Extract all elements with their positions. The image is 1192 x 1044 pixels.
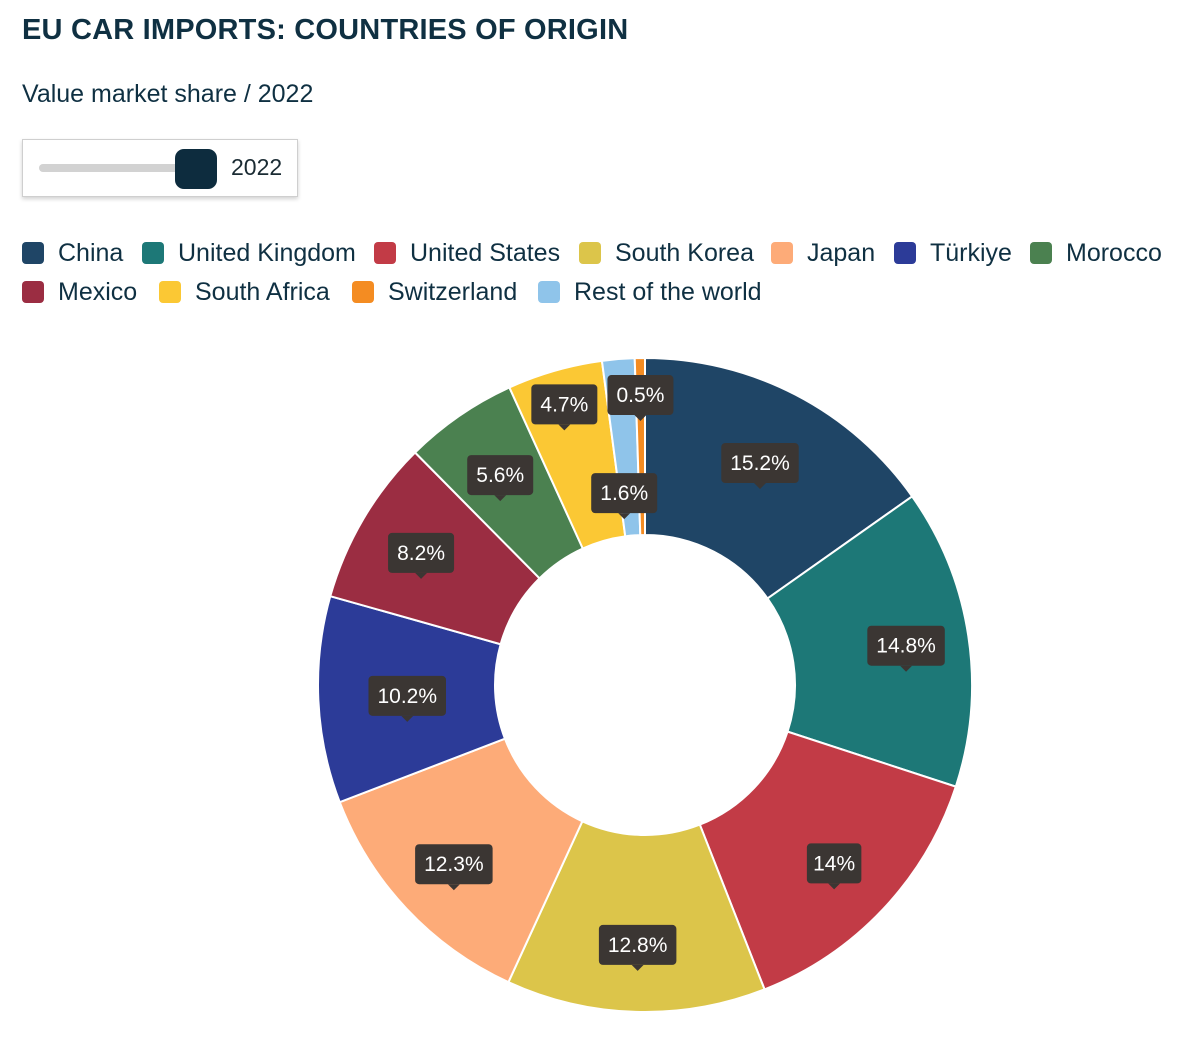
legend-label: Rest of the world — [574, 277, 762, 306]
data-label-text: 8.2% — [397, 542, 445, 565]
legend-item-united-kingdom[interactable]: United Kingdom — [142, 236, 356, 270]
legend-label: South Africa — [195, 277, 330, 306]
legend-swatch — [579, 242, 601, 264]
data-label-china: 15.2% — [721, 443, 799, 490]
legend-label: Türkiye — [930, 238, 1012, 267]
data-label-text: 10.2% — [377, 685, 437, 708]
slider-track[interactable] — [39, 164, 199, 172]
legend-swatch — [142, 242, 164, 264]
legend-item-rest-of-the-world[interactable]: Rest of the world — [538, 275, 762, 309]
legend-item-switzerland[interactable]: Switzerland — [352, 275, 517, 309]
legend-swatch — [22, 242, 44, 264]
chart-legend: China United Kingdom United States South… — [22, 236, 1187, 314]
data-label-text: 14% — [813, 852, 855, 875]
data-label-box — [607, 375, 674, 416]
data-label-box — [806, 843, 862, 884]
legend-swatch — [159, 281, 181, 303]
legend-row: China United Kingdom United States South… — [22, 236, 1187, 275]
slice-south-korea[interactable] — [507, 819, 766, 1013]
data-label-text: 14.8% — [876, 635, 936, 658]
data-label-box — [867, 625, 945, 666]
data-label-south-africa: 4.7% — [531, 384, 598, 431]
data-label-rest-of-the-world: 1.6% — [591, 473, 658, 520]
legend-swatch — [1030, 242, 1052, 264]
data-label-pointer — [447, 884, 460, 891]
data-label-pointer — [401, 715, 414, 722]
data-label-united-kingdom: 14.8% — [867, 625, 945, 672]
legend-label: United Kingdom — [178, 238, 356, 267]
data-label-switzerland: 0.5% — [607, 375, 674, 422]
data-label-box — [531, 384, 598, 425]
legend-swatch — [538, 281, 560, 303]
data-label-pointer — [631, 964, 644, 971]
data-label-text: 0.5% — [617, 384, 665, 407]
data-label-box — [368, 675, 446, 716]
data-label-turkiye: 10.2% — [368, 675, 446, 722]
chart-title: EU CAR IMPORTS: COUNTRIES OF ORIGIN — [22, 14, 629, 46]
data-label-box — [467, 455, 534, 496]
data-label-pointer — [634, 415, 647, 422]
data-label-south-korea: 12.8% — [598, 924, 677, 971]
slider-value: 2022 — [231, 154, 283, 180]
data-label-text: 4.7% — [540, 393, 588, 416]
data-label-box — [415, 844, 493, 885]
slider-handle[interactable] — [175, 149, 217, 189]
data-label-text: 15.2% — [730, 452, 790, 475]
data-label-box — [591, 473, 658, 514]
legend-swatch — [771, 242, 793, 264]
legend-item-south-korea[interactable]: South Korea — [579, 236, 754, 270]
data-label-box — [598, 924, 677, 965]
legend-swatch — [352, 281, 374, 303]
data-label-pointer — [494, 495, 507, 502]
data-label-pointer — [558, 424, 571, 431]
legend-label: Japan — [807, 238, 876, 267]
data-label-text: 12.3% — [424, 853, 484, 876]
legend-item-mexico[interactable]: Mexico — [22, 275, 137, 309]
year-slider[interactable]: 2022 — [22, 139, 298, 197]
data-label-pointer — [754, 483, 767, 490]
legend-item-turkiye[interactable]: Türkiye — [894, 236, 1012, 270]
legend-label: Switzerland — [388, 277, 518, 306]
data-label-pointer — [618, 513, 631, 520]
chart-subtitle: Value market share / 2022 — [22, 80, 314, 108]
legend-swatch — [22, 281, 44, 303]
legend-item-south-africa[interactable]: South Africa — [159, 275, 330, 309]
data-label-pointer — [900, 665, 913, 672]
legend-label: South Korea — [615, 238, 754, 267]
legend-item-united-states[interactable]: United States — [374, 236, 560, 270]
data-label-morocco: 5.6% — [467, 455, 534, 502]
data-label-mexico: 8.2% — [388, 532, 455, 579]
data-label-united-states: 14% — [806, 843, 862, 890]
data-label-pointer — [828, 883, 841, 890]
legend-label: Mexico — [58, 277, 138, 306]
legend-item-japan[interactable]: Japan — [771, 236, 875, 270]
legend-item-morocco[interactable]: Morocco — [1030, 236, 1162, 270]
legend-label: Morocco — [1066, 238, 1162, 267]
legend-row: Mexico South Africa Switzerland Rest of … — [22, 275, 1187, 314]
data-label-text: 1.6% — [600, 482, 648, 505]
data-label-box — [388, 532, 455, 573]
data-label-text: 12.8% — [608, 934, 668, 957]
data-label-japan: 12.3% — [415, 844, 493, 891]
legend-label: China — [58, 238, 124, 267]
data-label-pointer — [415, 572, 428, 579]
legend-item-china[interactable]: China — [22, 236, 123, 270]
legend-swatch — [894, 242, 916, 264]
legend-label: United States — [410, 238, 561, 267]
data-label-box — [721, 443, 799, 484]
legend-swatch — [374, 242, 396, 264]
data-label-text: 5.6% — [476, 464, 524, 487]
